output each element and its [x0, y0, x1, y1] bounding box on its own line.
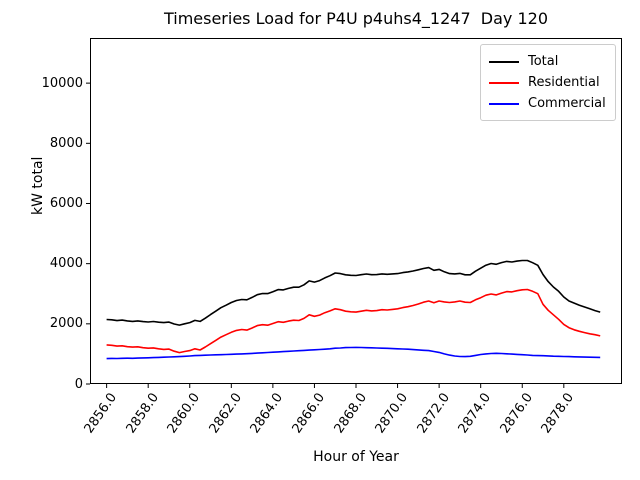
series-line-total — [106, 259, 601, 326]
y-tick-label: 2000 — [49, 316, 83, 332]
y-tick-label: 10000 — [41, 75, 83, 91]
legend-item-total: Total — [489, 51, 607, 72]
legend-line-swatch — [489, 102, 519, 105]
y-tick-label: 4000 — [49, 256, 83, 272]
legend-item-residential: Residential — [489, 72, 607, 93]
legend-line-swatch — [489, 81, 519, 84]
y-tick-label: 0 — [74, 376, 83, 392]
legend-label: Total — [528, 54, 559, 69]
x-axis-label: Hour of Year — [313, 449, 399, 465]
legend-label: Commercial — [528, 96, 606, 111]
series-line-residential — [106, 288, 601, 354]
y-tick-label: 8000 — [49, 135, 83, 151]
y-tick-label: 6000 — [49, 195, 83, 211]
legend-label: Residential — [528, 75, 600, 90]
legend-item-commercial: Commercial — [489, 93, 607, 114]
legend: Total Residential Commercial — [480, 44, 616, 121]
legend-line-swatch — [489, 60, 519, 63]
chart-title: Timeseries Load for P4U p4uhs4_1247 Day … — [163, 9, 549, 28]
series-line-commercial — [106, 346, 601, 360]
